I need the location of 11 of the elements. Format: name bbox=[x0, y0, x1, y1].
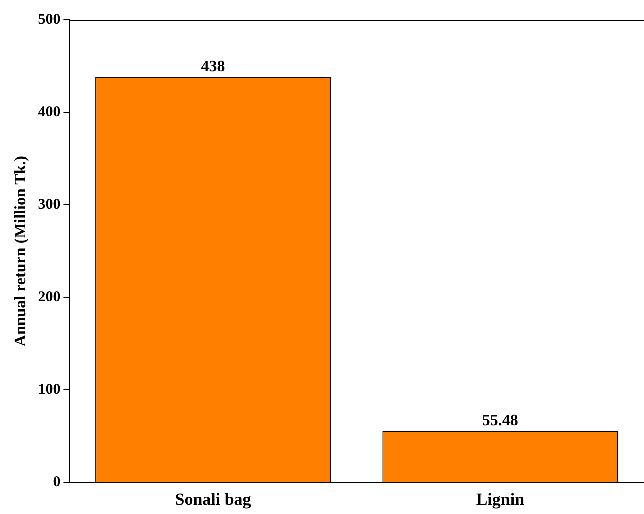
x-tick-label: Sonali bag bbox=[175, 490, 252, 510]
y-tick-label: 100 bbox=[38, 382, 61, 398]
x-tick-label: Lignin bbox=[476, 490, 526, 510]
y-tick-label: 200 bbox=[38, 289, 61, 306]
y-axis-title: Annual return (Million Tk.) bbox=[12, 156, 30, 347]
y-tick-label: 300 bbox=[38, 196, 61, 213]
y-tick-label: 0 bbox=[53, 474, 61, 490]
data-label: 55.48 bbox=[482, 412, 518, 430]
y-tick-label: 400 bbox=[38, 104, 61, 120]
y-tick-label: 500 bbox=[38, 12, 61, 28]
data-label: 438 bbox=[201, 58, 226, 76]
